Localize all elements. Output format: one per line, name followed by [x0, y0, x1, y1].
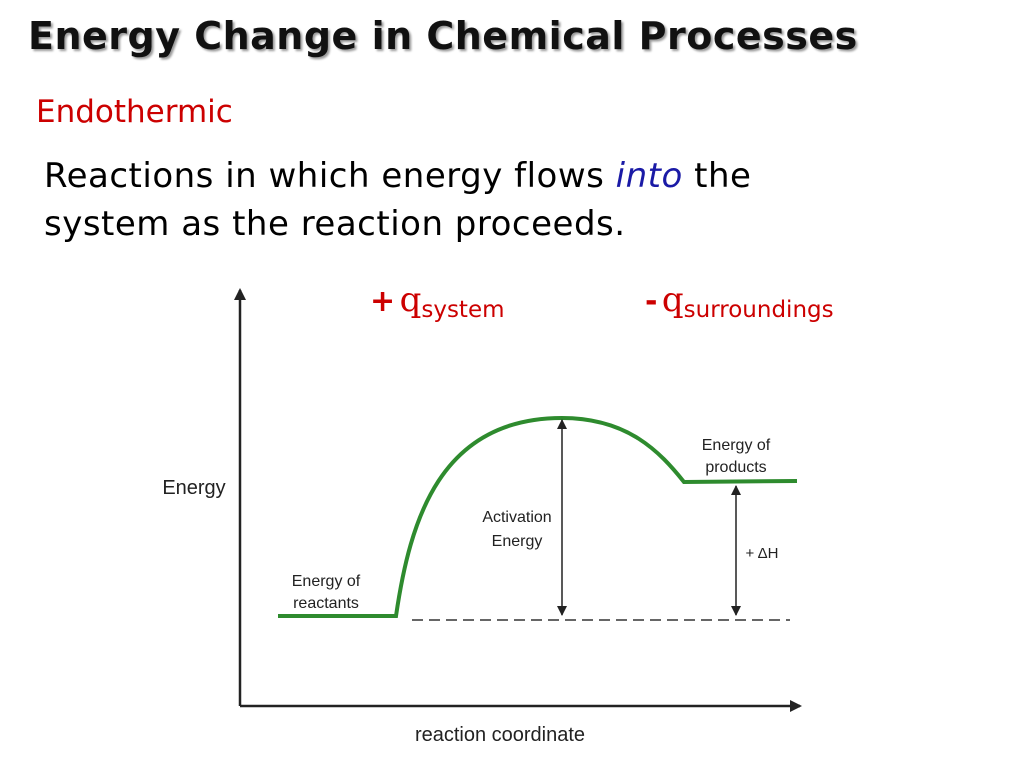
definition-after: the system as the reaction proceeds.	[44, 156, 752, 244]
slide-title: Energy Change in Chemical Processes	[28, 14, 858, 58]
delta-h-label: + ΔH	[746, 545, 779, 562]
q-system-subscript: system	[421, 297, 505, 323]
definition-text: Reactions in which energy flows into the…	[44, 152, 864, 248]
q-surroundings-symbol: q	[661, 280, 684, 320]
subtitle: Endothermic	[36, 94, 233, 130]
reactants-label-line1: Energy of	[292, 573, 361, 590]
x-axis-label: reaction coordinate	[415, 724, 585, 746]
q-system-symbol: q	[399, 280, 422, 320]
activation-label-line1: Activation	[482, 509, 551, 526]
q-system-label: + qsystem	[370, 280, 505, 323]
reactants-label-line2: reactants	[293, 595, 359, 612]
definition-emphasis: into	[615, 156, 683, 196]
q-surroundings-subscript: surroundings	[683, 297, 834, 323]
q-surroundings-sign: -	[645, 284, 658, 319]
activation-label-line2: Energy	[492, 533, 543, 550]
q-system-sign: +	[370, 284, 396, 319]
products-label-line2: products	[705, 459, 766, 476]
y-axis-label: Energy	[162, 477, 225, 499]
q-surroundings-label: - qsurroundings	[645, 280, 834, 323]
energy-curve	[278, 415, 798, 618]
definition-before: Reactions in which energy flows	[44, 156, 616, 196]
products-label-line1: Energy of	[702, 437, 771, 454]
